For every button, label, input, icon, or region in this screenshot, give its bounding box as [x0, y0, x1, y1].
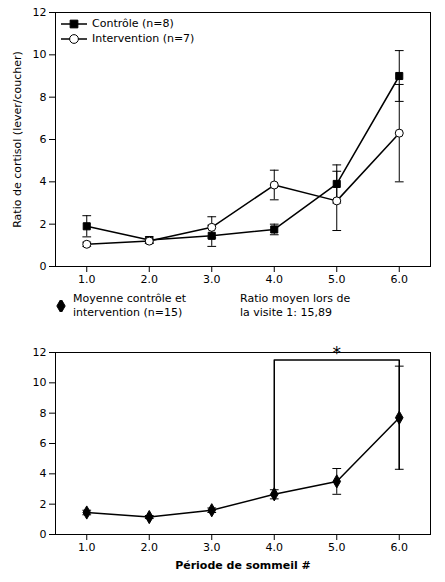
- html-text:Moyenne contrôle et interventi: Moyenne contrôle et intervention (n=15): [73, 292, 187, 319]
- svg-text:6.0: 6.0: [391, 541, 409, 554]
- svg-text:12: 12: [33, 6, 47, 19]
- svg-text:2.0: 2.0: [141, 273, 159, 286]
- html-text:Contrôle (n=8): Contrôle (n=8): [92, 17, 174, 30]
- svg-text:6.0: 6.0: [391, 273, 409, 286]
- svg-text:*: *: [333, 343, 342, 363]
- svg-text:4.0: 4.0: [266, 541, 284, 554]
- svg-text:Période de sommeil #: Période de sommeil #: [175, 559, 311, 572]
- svg-text:2.0: 2.0: [141, 541, 159, 554]
- svg-text:10: 10: [33, 376, 47, 389]
- svg-text:12: 12: [33, 346, 47, 359]
- svg-text:1.0: 1.0: [78, 541, 96, 554]
- svg-text:2: 2: [40, 218, 47, 231]
- svg-text:3.0: 3.0: [203, 541, 221, 554]
- svg-text:6: 6: [40, 437, 47, 450]
- svg-text:6: 6: [40, 133, 47, 146]
- svg-text:4.0: 4.0: [266, 273, 284, 286]
- svg-text:1.0: 1.0: [78, 273, 96, 286]
- svg-text:8: 8: [40, 407, 47, 420]
- svg-text:5.0: 5.0: [328, 273, 346, 286]
- svg-text:Ratio de cortisol (lever/couch: Ratio de cortisol (lever/coucher): [11, 51, 24, 228]
- html-text:Intervention (n=7): Intervention (n=7): [92, 32, 195, 45]
- html-text:Ratio moyen lors de la visite: Ratio moyen lors de la visite 1: 15,89: [240, 292, 351, 319]
- svg-text:5.0: 5.0: [328, 541, 346, 554]
- svg-text:4: 4: [40, 175, 47, 188]
- svg-text:3.0: 3.0: [203, 273, 221, 286]
- svg-text:0: 0: [40, 260, 47, 273]
- svg-text:8: 8: [40, 91, 47, 104]
- svg-text:10: 10: [33, 48, 47, 61]
- svg-text:2: 2: [40, 498, 47, 511]
- svg-text:4: 4: [40, 467, 47, 480]
- svg-text:0: 0: [40, 528, 47, 541]
